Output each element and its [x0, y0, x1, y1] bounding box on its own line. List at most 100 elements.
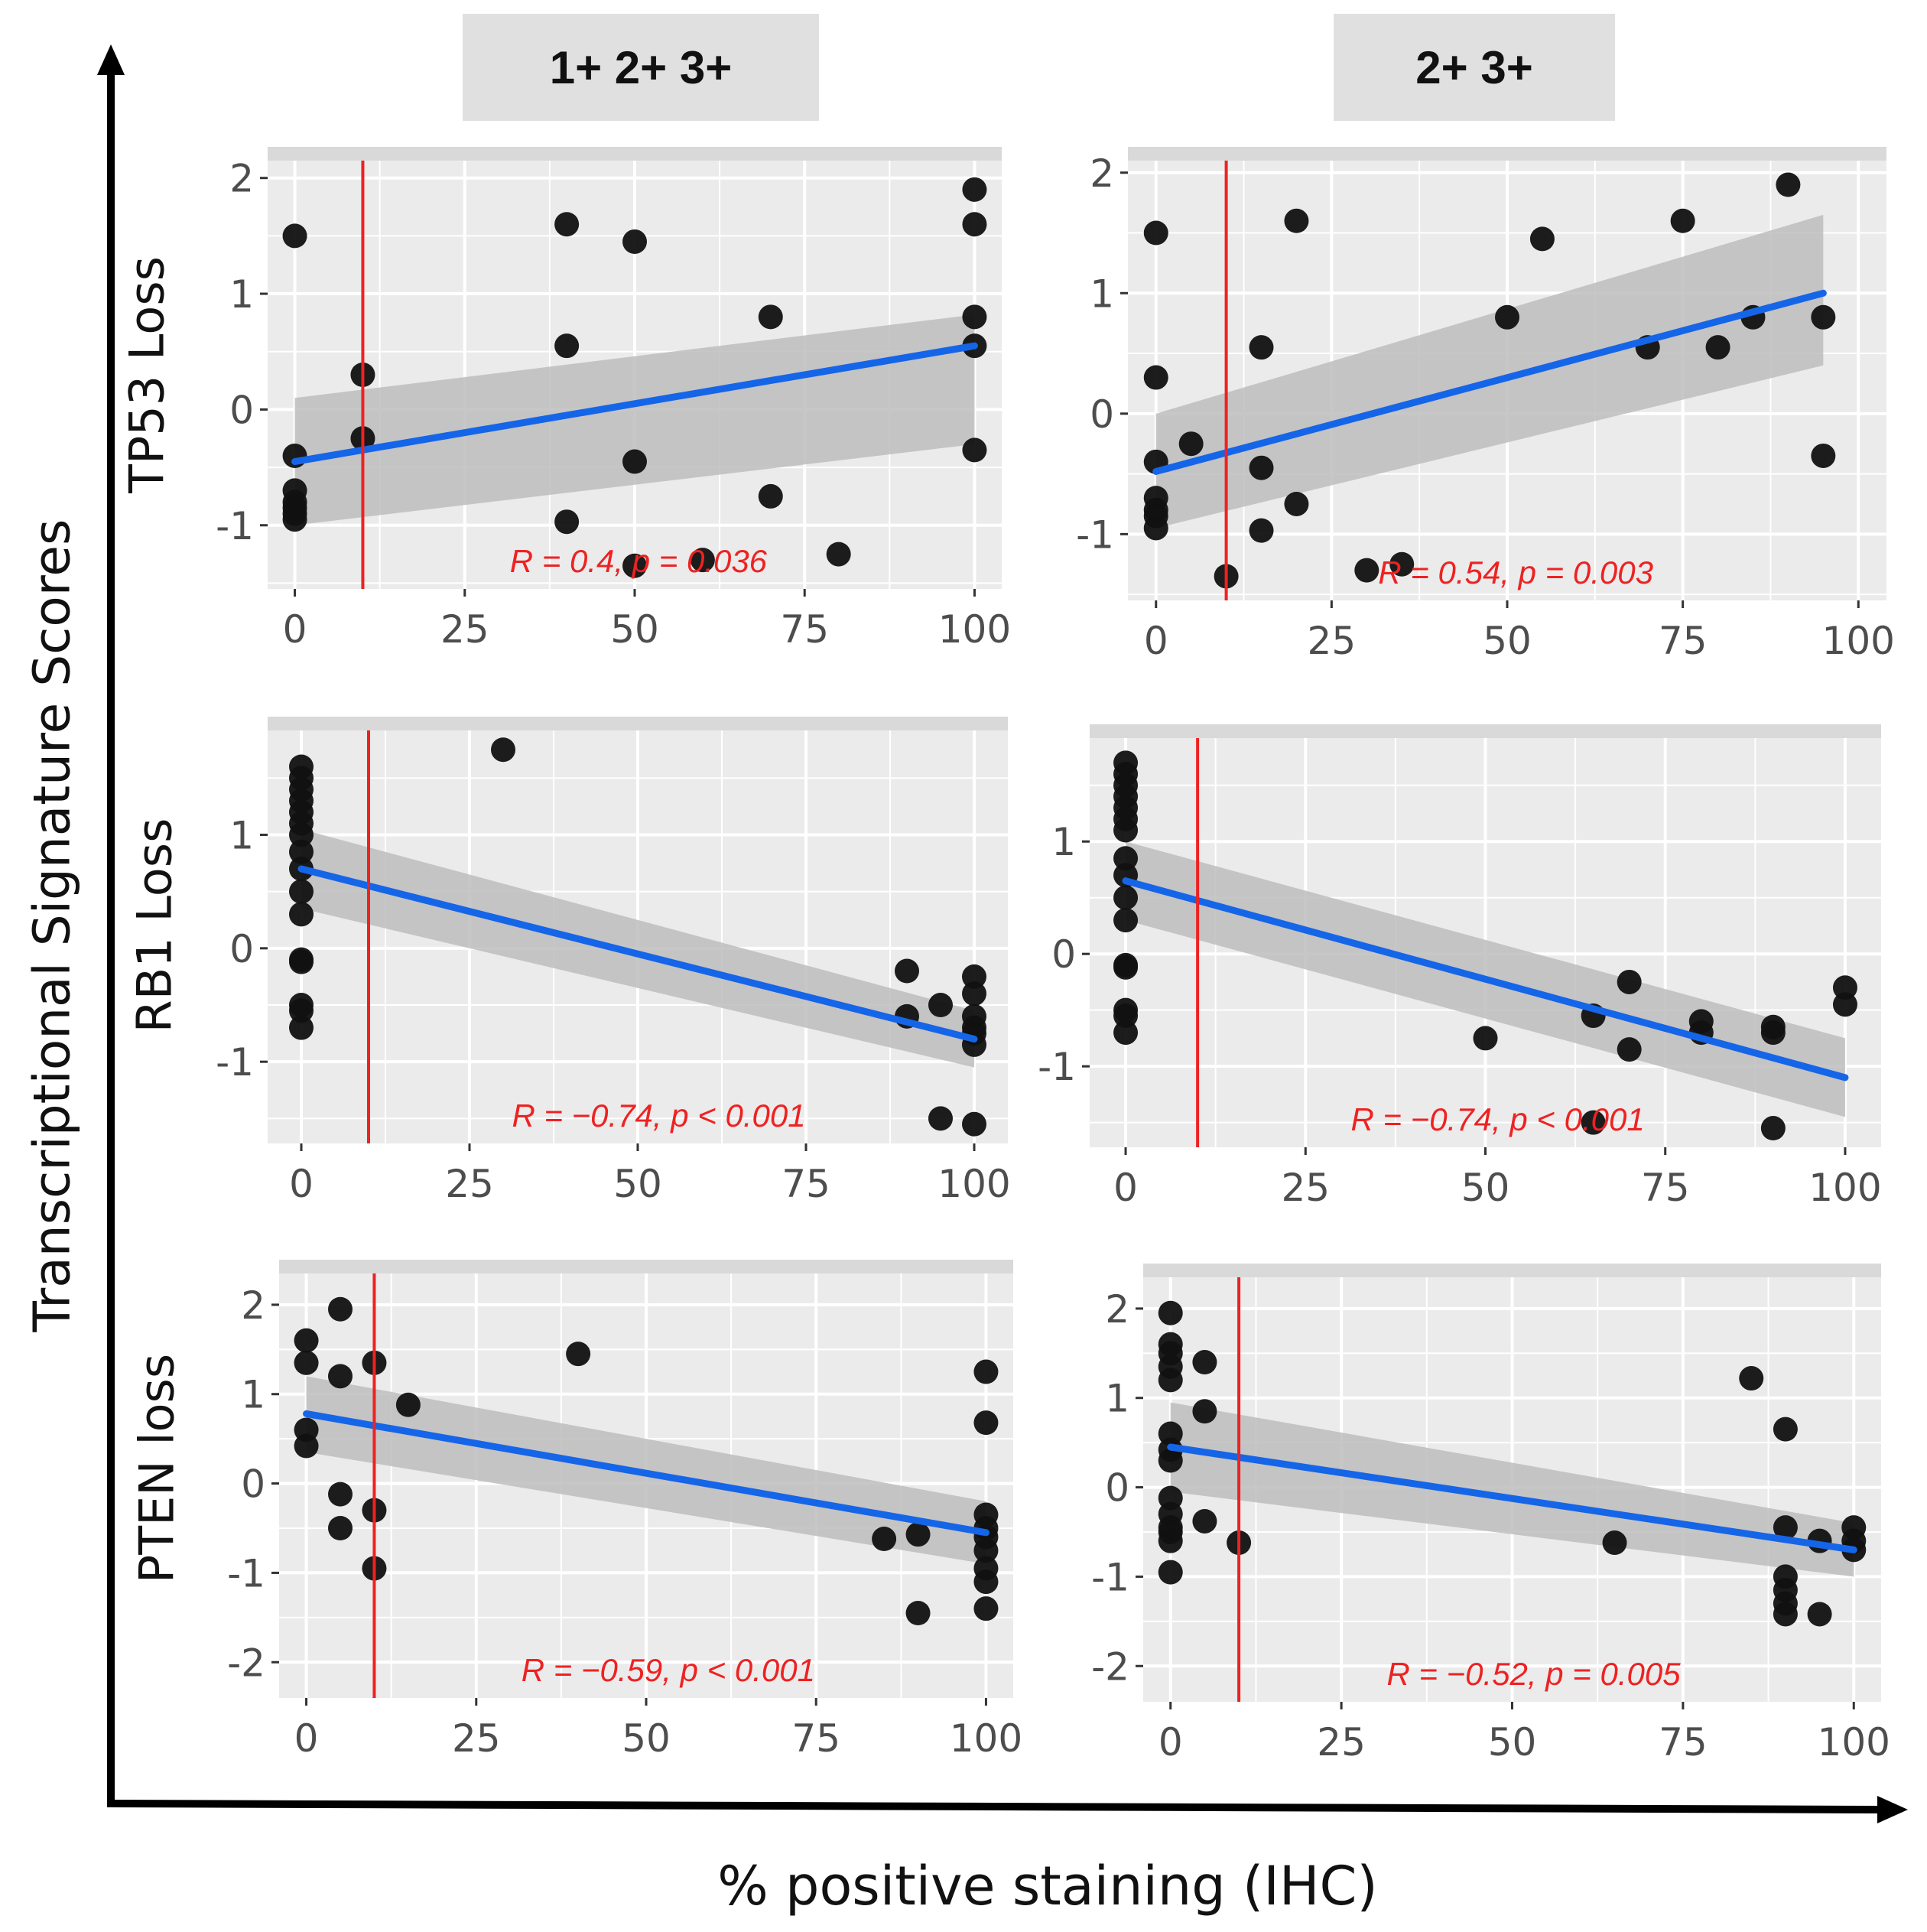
- y-tick-label: 0: [229, 388, 254, 432]
- x-tick-label: 100: [938, 1162, 1010, 1206]
- panel-5: 0 25 50 75 100 -2 -1 0 1 2 R = −0.52, p = 0.005: [1091, 1264, 1890, 1764]
- x-tick-label: 75: [1659, 1720, 1708, 1764]
- x-tick-label: 0: [289, 1162, 314, 1206]
- x-tick-label: 0: [1158, 1720, 1183, 1764]
- data-point: [1760, 1116, 1786, 1141]
- data-point: [758, 483, 783, 509]
- data-point: [1807, 1602, 1832, 1627]
- regression-line: [297, 865, 978, 1043]
- panel-strip: [268, 717, 1008, 730]
- x-tick-label: 100: [950, 1716, 1022, 1761]
- regression-line: [1152, 289, 1827, 475]
- data-point: [973, 1596, 999, 1621]
- y-tick-label: 2: [241, 1283, 265, 1328]
- data-point: [1113, 955, 1139, 980]
- data-point: [289, 1015, 314, 1040]
- data-point: [1143, 220, 1168, 246]
- data-point: [1158, 1368, 1183, 1393]
- panel-strip: [279, 1260, 1013, 1273]
- data-point: [328, 1296, 353, 1322]
- panel-2: 0 25 50 75 100 -1 0 1 R = −0.74, p < 0.001: [216, 717, 1011, 1206]
- data-point: [826, 542, 851, 567]
- stat-annotation: R = −0.74, p < 0.001: [1351, 1101, 1645, 1137]
- y-tick-label: 0: [1090, 392, 1114, 437]
- data-point: [1495, 304, 1519, 330]
- x-tick-label: 25: [1317, 1720, 1366, 1764]
- panel-1: 0 25 50 75 100 -1 0 1 2 R = 0.54, p = 0.003: [1076, 147, 1895, 663]
- data-point: [758, 304, 783, 330]
- data-point: [1776, 172, 1801, 197]
- data-point: [928, 1106, 953, 1131]
- x-tick-label: 50: [1483, 619, 1532, 663]
- stat-annotation: R = −0.59, p < 0.001: [522, 1652, 815, 1688]
- data-point: [1670, 208, 1695, 233]
- data-point: [973, 1538, 999, 1563]
- x-tick-label: 75: [791, 1716, 840, 1761]
- data-point: [962, 964, 986, 989]
- data-point: [1832, 975, 1857, 1000]
- data-point: [962, 1111, 986, 1137]
- x-tick-label: 25: [452, 1716, 501, 1761]
- x-tick-label: 50: [1488, 1720, 1537, 1764]
- data-point: [1773, 1416, 1798, 1442]
- panel-strip: [1128, 147, 1886, 161]
- stat-annotation: R = −0.74, p < 0.001: [512, 1098, 805, 1134]
- data-point: [1113, 885, 1139, 910]
- x-tick-label: 100: [1822, 619, 1895, 663]
- x-tick-label: 25: [1308, 619, 1357, 663]
- data-point: [1832, 992, 1857, 1017]
- data-point: [1617, 969, 1642, 994]
- data-point: [905, 1601, 931, 1625]
- data-point: [1158, 1300, 1183, 1325]
- data-point: [289, 949, 314, 974]
- column-header-left: 1+ 2+ 3+: [463, 14, 819, 121]
- confidence-band: [1170, 1402, 1854, 1577]
- y-tick-label: 1: [1105, 1377, 1129, 1421]
- data-point: [554, 333, 580, 359]
- data-point: [491, 737, 515, 763]
- regression-line: [303, 1410, 989, 1537]
- y-tick-label: 1: [1090, 272, 1114, 316]
- data-point: [962, 212, 987, 237]
- data-point: [962, 177, 987, 202]
- x-tick-label: 50: [1461, 1166, 1510, 1210]
- y-tick-label: 1: [241, 1373, 265, 1417]
- data-point: [622, 553, 647, 578]
- data-point: [1158, 1448, 1183, 1473]
- y-tick-label: 0: [241, 1462, 265, 1507]
- stat-annotation: R = −0.52, p = 0.005: [1386, 1656, 1681, 1692]
- x-tick-label: 50: [610, 607, 659, 652]
- x-tick-label: 50: [622, 1716, 671, 1761]
- x-tick-label: 75: [1659, 619, 1708, 663]
- y-tick-label: 1: [229, 813, 254, 857]
- regression-line: [1167, 1443, 1857, 1553]
- data-point: [1143, 365, 1168, 390]
- data-point: [1143, 516, 1168, 541]
- y-tick-label: 2: [229, 157, 254, 201]
- column-header-right: 2+ 3+: [1334, 14, 1615, 121]
- data-point: [1158, 1528, 1183, 1553]
- data-point: [1773, 1602, 1798, 1627]
- data-point: [1705, 335, 1730, 360]
- data-point: [1249, 335, 1274, 360]
- stat-annotation: R = 0.54, p = 0.003: [1378, 555, 1653, 590]
- y-tick-label: -1: [1038, 1045, 1076, 1089]
- data-point: [395, 1392, 421, 1417]
- panel-strip: [1090, 724, 1881, 738]
- x-tick-label: 75: [1641, 1166, 1690, 1210]
- data-point: [962, 981, 986, 1007]
- data-point: [1739, 1366, 1764, 1391]
- y-tick-label: 2: [1105, 1287, 1129, 1332]
- data-point: [973, 1569, 999, 1595]
- x-tick-label: 100: [1808, 1166, 1881, 1210]
- x-tick-label: 50: [613, 1162, 662, 1206]
- data-point: [328, 1516, 353, 1540]
- data-point: [1113, 908, 1139, 933]
- data-point: [1249, 518, 1274, 543]
- data-point: [1602, 1530, 1627, 1556]
- data-point: [928, 993, 953, 1018]
- figure-y-axis-arrowhead: [97, 44, 125, 75]
- figure-x-axis-arrowhead: [1877, 1796, 1908, 1823]
- data-point: [282, 507, 307, 532]
